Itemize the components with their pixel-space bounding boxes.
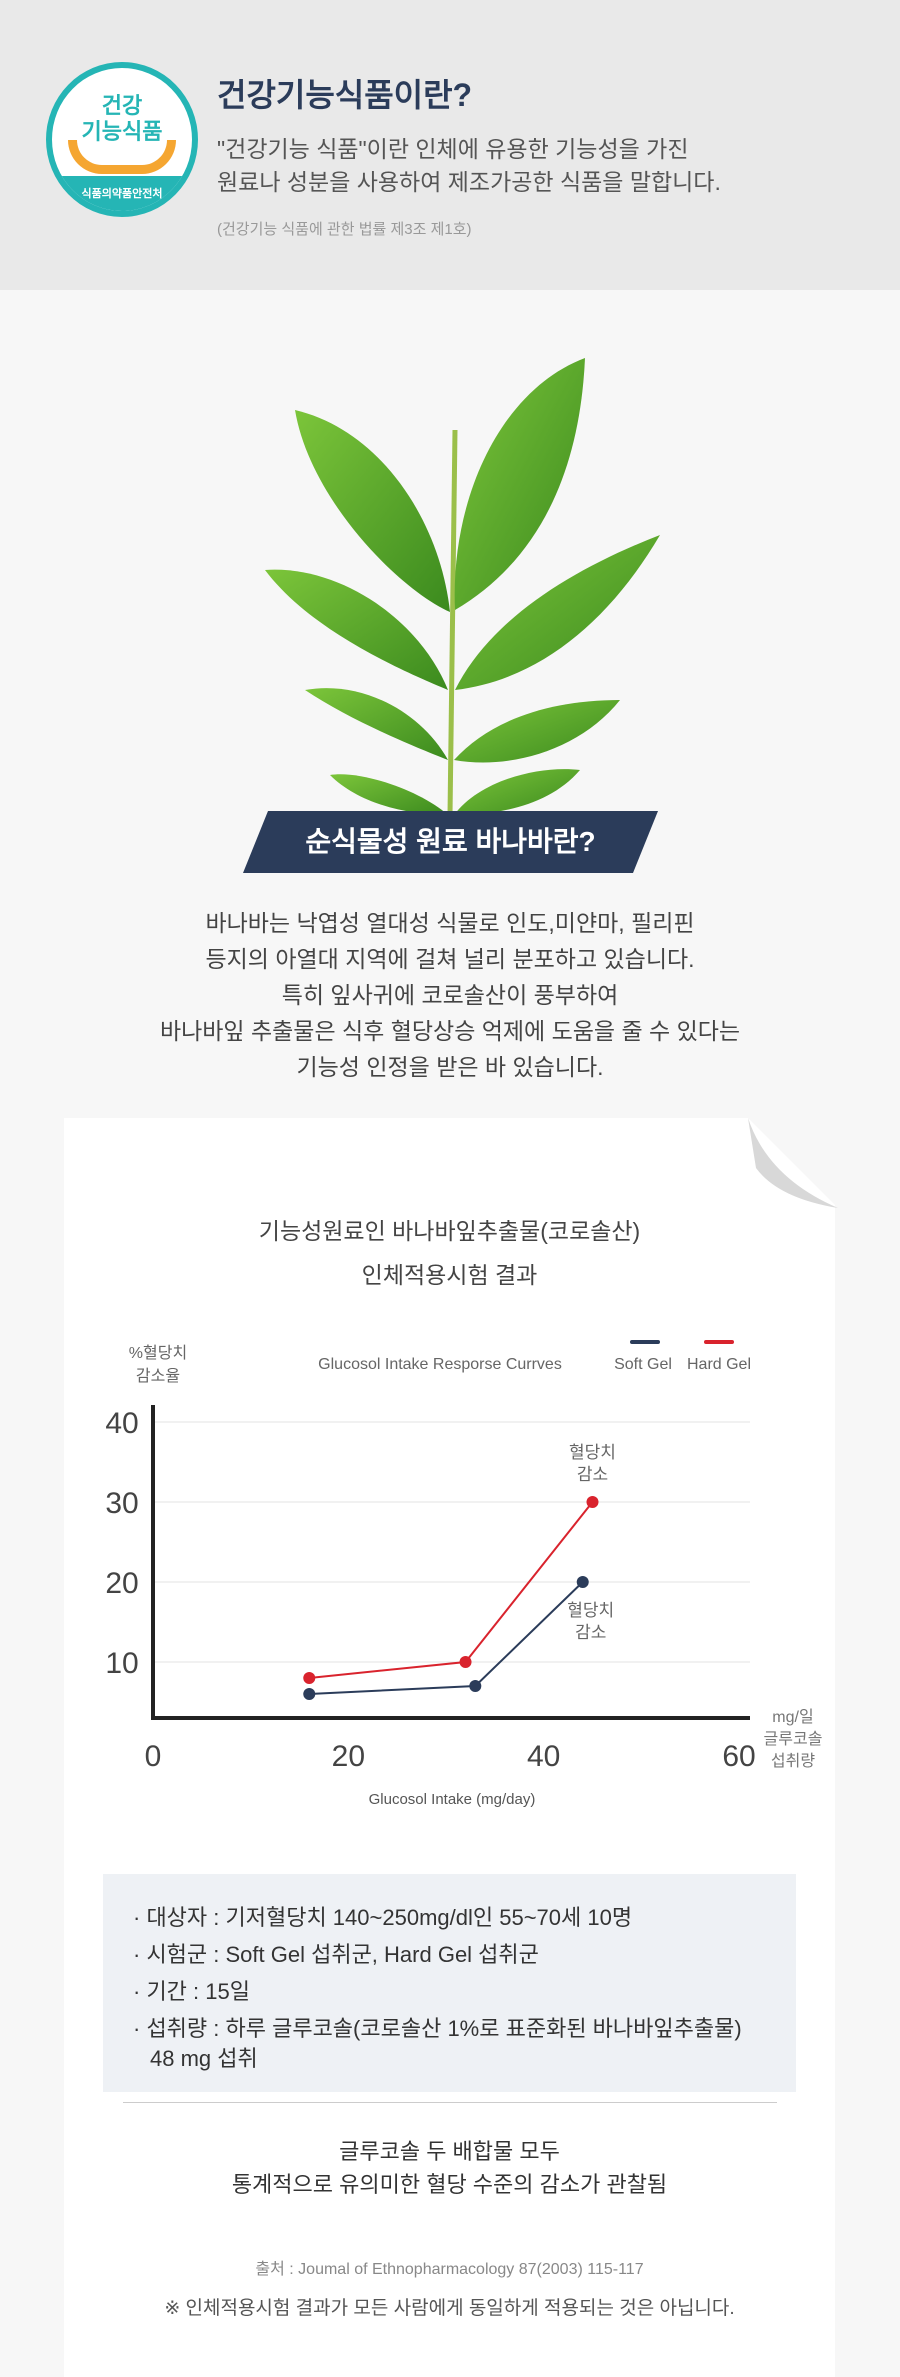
data-point [459,1656,472,1668]
x-unit-label: 글루코솔 [764,1730,823,1748]
page-curl [748,1118,838,1208]
logo-text: 건강 [101,93,143,118]
page-title: 건강기능식품이란? [217,77,473,113]
description-line: 바나바는 낙엽성 열대성 식물로 인도,미얀마, 필리핀 [205,910,695,936]
y-axis-label: 감소율 [136,1367,180,1385]
info-dosage: 48 mg 섭취 [150,2046,258,2071]
chart-title: Glucosol Intake Resporse Currves [318,1356,562,1373]
logo-band: 식품의약품안전처 [52,176,192,211]
source-citation: 출처 : Joumal of Ethnopharmacology 87(2003… [255,2261,644,2278]
data-point [586,1496,599,1508]
x-unit-label: 섭취량 [771,1752,815,1770]
card-title: 인체적용시험 결과 [361,1262,538,1288]
data-point [469,1680,482,1692]
legend-label: Hard Gel [687,1356,751,1373]
data-point [303,1688,316,1700]
description-line: 바나바잎 추출물은 식후 혈당상승 억제에 도움을 줄 수 있다는 [159,1018,741,1044]
series-line [309,1581,584,1695]
data-point [303,1672,316,1684]
description-line: 기능성 인정을 받은 바 있습니다. [296,1054,604,1080]
definition-text: 원료나 성분을 사용하여 제조가공한 식품을 말합니다. [217,169,721,195]
info-groups: · 시험군 : Soft Gel 섭취군, Hard Gel 섭취군 [133,1942,539,1967]
y-tick-label: 20 [105,1567,138,1600]
law-reference: (건강기능 식품에 관한 법률 제3조 제1호) [217,221,472,238]
legend-label: Soft Gel [614,1356,672,1373]
series-line [309,1501,594,1679]
info-subjects: · 대상자 : 기저혈당치 140~250mg/dl인 55~70세 10명 [133,1905,633,1930]
point-annotation: 혈당치 [569,1443,616,1462]
x-tick-label: 60 [722,1740,755,1773]
info-period: · 기간 : 15일 [133,1979,250,2004]
disclaimer: ※ 인체적용시험 결과가 모든 사람에게 동일하게 적용되는 것은 아닙니다. [164,2298,735,2319]
section-banner: 순식물성 원료 바나바란? [305,826,596,857]
description-line: 특히 잎사귀에 코로솔산이 풍부하여 [281,982,619,1008]
point-annotation: 혈당치 [567,1601,614,1620]
x-tick-label: 40 [527,1740,560,1773]
leaf-image [265,358,660,815]
health-food-logo: 건강 기능식품 식품의약품안전처 [46,62,198,217]
card-title: 기능성원료인 바나바잎추출물(코로솔산) [258,1218,641,1244]
study-info-box [103,1874,796,2092]
point-annotation: 감소 [577,1465,608,1484]
y-tick-label: 10 [105,1647,138,1680]
x-unit-label: mg/일 [772,1708,813,1726]
x-tick-label: 0 [145,1740,162,1773]
y-tick-label: 30 [105,1487,138,1520]
result-card [64,1118,835,2377]
divider [123,2102,777,2103]
x-axis-label: Glucosol Intake (mg/day) [369,1791,536,1808]
conclusion-text: 통계적으로 유의미한 혈당 수준의 감소가 관찰됨 [231,2172,668,2197]
conclusion-text: 글루코솔 두 배합물 모두 [339,2139,560,2164]
point-annotation: 감소 [575,1623,606,1642]
description-line: 등지의 아열대 지역에 걸쳐 널리 분포하고 있습니다. [205,946,695,972]
y-tick-label: 40 [105,1407,138,1440]
y-axis-label: %혈당치 [129,1344,187,1362]
data-point [576,1576,589,1588]
x-tick-label: 20 [332,1740,365,1773]
info-dosage: · 섭취량 : 하루 글루코솔(코로솔산 1%로 표준화된 바나바잎추출물) [133,2016,742,2041]
definition-text: "건강기능 식품"이란 인체에 유용한 기능성을 가진 [217,136,689,162]
response-chart: %혈당치 감소율 Glucosol Intake Resporse Currve… [105,1340,823,1808]
banner-shape [243,811,658,873]
